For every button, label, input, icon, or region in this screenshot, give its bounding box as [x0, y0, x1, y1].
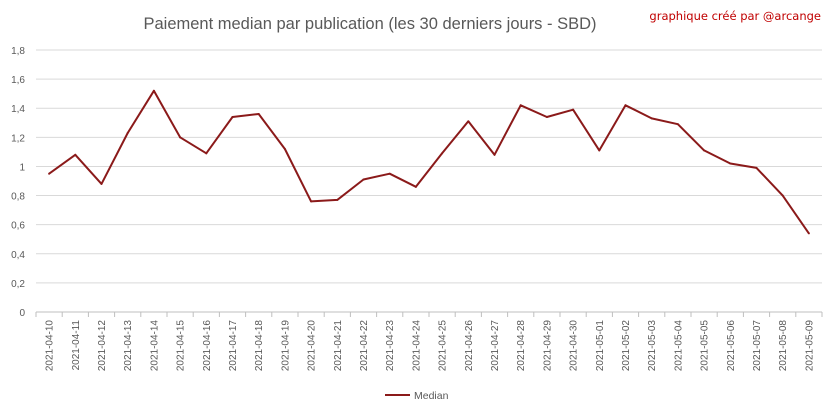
x-tick-label: 2021-04-15	[176, 320, 187, 372]
data-point	[441, 152, 444, 155]
data-point	[100, 182, 103, 185]
y-tick-label: 1	[19, 162, 25, 173]
data-point	[388, 172, 391, 175]
x-tick-label: 2021-04-11	[71, 320, 82, 371]
data-point	[572, 108, 575, 111]
data-point	[205, 152, 208, 155]
x-tick-label: 2021-04-25	[438, 320, 449, 372]
x-tick-label: 2021-04-17	[228, 320, 239, 372]
x-tick-label: 2021-04-28	[516, 320, 527, 372]
x-tick-label: 2021-05-01	[595, 320, 606, 372]
x-tick-label: 2021-04-14	[149, 320, 160, 372]
x-tick-label: 2021-04-16	[202, 320, 213, 372]
data-point	[598, 149, 601, 152]
y-tick-label: 1,6	[11, 75, 25, 86]
data-point	[126, 131, 129, 134]
data-point	[336, 198, 339, 201]
chart-credit: graphique créé par @arcange	[649, 9, 821, 23]
x-tick-label: 2021-04-24	[411, 320, 422, 372]
x-tick-label: 2021-05-03	[647, 320, 658, 372]
data-point	[493, 153, 496, 156]
x-tick-label: 2021-04-26	[464, 320, 475, 372]
data-point	[676, 123, 679, 126]
data-point	[310, 200, 313, 203]
y-tick-label: 1,4	[11, 104, 25, 115]
x-tick-label: 2021-05-07	[752, 320, 763, 372]
data-point	[781, 194, 784, 197]
chart-title: Paiement median par publication (les 30 …	[143, 15, 596, 33]
data-point	[48, 172, 51, 175]
y-tick-label: 0,6	[11, 221, 25, 232]
x-tick-label: 2021-05-09	[804, 320, 815, 372]
x-tick-label: 2021-04-30	[569, 320, 580, 372]
x-tick-label: 2021-04-10	[45, 320, 56, 372]
data-point	[650, 117, 653, 120]
data-point	[755, 166, 758, 169]
x-tick-label: 2021-04-22	[359, 320, 370, 372]
data-point	[729, 162, 732, 165]
x-tick-label: 2021-05-04	[673, 320, 684, 372]
data-point	[807, 232, 810, 235]
data-point	[179, 136, 182, 139]
data-point	[703, 149, 706, 152]
x-tick-label: 2021-04-29	[542, 320, 553, 372]
x-tick-label: 2021-04-19	[280, 320, 291, 372]
y-tick-label: 0,8	[11, 192, 25, 203]
data-point	[414, 185, 417, 188]
legend-label: Median	[414, 390, 449, 402]
x-tick-label: 2021-04-21	[333, 320, 344, 372]
x-tick-label: 2021-04-20	[307, 320, 318, 372]
data-point	[467, 120, 470, 123]
data-point	[152, 89, 155, 92]
data-point	[283, 147, 286, 150]
x-tick-label: 2021-04-12	[97, 320, 108, 372]
y-tick-label: 0,4	[11, 250, 25, 261]
data-point	[545, 115, 548, 118]
x-tick-label: 2021-05-08	[778, 320, 789, 372]
y-tick-label: 0,2	[11, 279, 25, 290]
x-tick-label: 2021-05-06	[726, 320, 737, 372]
data-point	[231, 115, 234, 118]
data-point	[362, 178, 365, 181]
data-point	[624, 104, 627, 107]
x-tick-label: 2021-04-27	[490, 320, 501, 372]
y-tick-label: 1,8	[11, 46, 25, 57]
data-point	[257, 113, 260, 116]
data-point	[74, 153, 77, 156]
x-tick-label: 2021-05-02	[621, 320, 632, 372]
y-tick-label: 0	[19, 308, 25, 319]
x-tick-label: 2021-04-23	[385, 320, 396, 372]
x-tick-label: 2021-04-18	[254, 320, 265, 372]
x-tick-label: 2021-05-05	[700, 320, 711, 372]
series-line-median	[48, 89, 810, 234]
x-tick-label: 2021-04-13	[123, 320, 134, 372]
y-tick-label: 1,2	[11, 133, 25, 144]
data-point	[519, 104, 522, 107]
